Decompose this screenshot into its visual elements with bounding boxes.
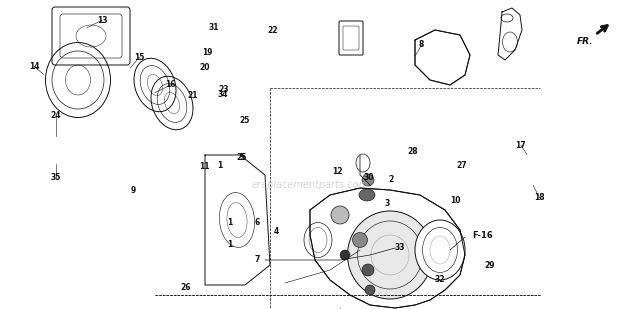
- Text: 24: 24: [51, 111, 61, 121]
- Text: 17: 17: [515, 141, 526, 150]
- Text: 25: 25: [237, 153, 247, 162]
- Ellipse shape: [415, 220, 465, 280]
- Text: ereplacementparts.com: ereplacementparts.com: [252, 180, 368, 190]
- Text: 32: 32: [435, 275, 445, 284]
- Ellipse shape: [347, 211, 433, 299]
- Text: 30: 30: [364, 173, 374, 182]
- Text: 35: 35: [51, 173, 61, 182]
- Ellipse shape: [331, 206, 349, 224]
- Text: 25: 25: [240, 116, 250, 125]
- Text: 15: 15: [135, 53, 144, 62]
- Text: 11: 11: [200, 162, 210, 171]
- Text: 18: 18: [534, 193, 545, 202]
- Polygon shape: [310, 188, 465, 308]
- Ellipse shape: [362, 174, 374, 186]
- Ellipse shape: [353, 232, 368, 248]
- Text: 3: 3: [385, 199, 390, 209]
- Text: 16: 16: [166, 80, 175, 90]
- Text: 8: 8: [419, 40, 424, 49]
- Text: 13: 13: [97, 15, 107, 25]
- Text: 27: 27: [456, 161, 467, 170]
- Text: 10: 10: [451, 196, 461, 205]
- Text: FR.: FR.: [577, 37, 593, 46]
- Text: 26: 26: [181, 283, 191, 292]
- Text: 1: 1: [227, 218, 232, 227]
- Text: 29: 29: [485, 261, 495, 270]
- Ellipse shape: [365, 285, 375, 295]
- Text: 4: 4: [273, 227, 278, 236]
- Text: 21: 21: [187, 91, 197, 100]
- Text: 14: 14: [29, 62, 39, 71]
- Text: 12: 12: [333, 167, 343, 176]
- Text: 9: 9: [131, 185, 136, 195]
- Text: 34: 34: [218, 90, 228, 99]
- Text: 1: 1: [227, 239, 232, 249]
- Text: 22: 22: [268, 26, 278, 36]
- Polygon shape: [415, 30, 470, 85]
- Text: 28: 28: [407, 147, 418, 156]
- Text: 2: 2: [388, 175, 393, 184]
- Text: 31: 31: [209, 23, 219, 32]
- Text: 1: 1: [218, 161, 223, 170]
- Text: 7: 7: [255, 255, 260, 264]
- Text: 19: 19: [203, 48, 213, 57]
- Text: 6: 6: [255, 218, 260, 227]
- Text: F-16: F-16: [472, 231, 493, 239]
- Ellipse shape: [362, 264, 374, 276]
- Text: 23: 23: [218, 85, 228, 94]
- Text: 20: 20: [200, 63, 210, 73]
- Ellipse shape: [359, 189, 375, 201]
- Ellipse shape: [340, 250, 350, 260]
- Text: 5: 5: [239, 153, 244, 162]
- Text: 33: 33: [395, 243, 405, 252]
